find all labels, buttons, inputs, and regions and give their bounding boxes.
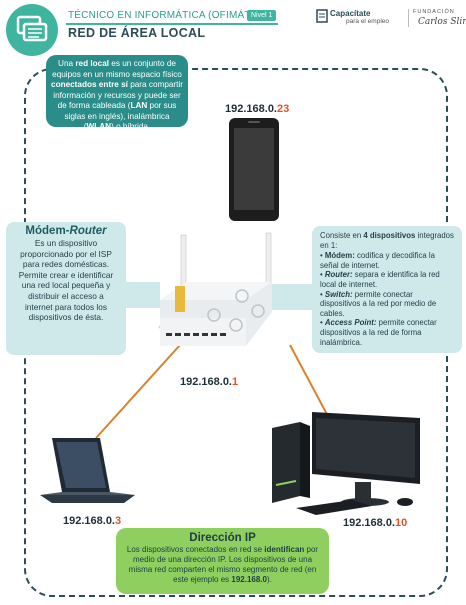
laptop-ip-label: 192.168.0.3 [63, 515, 122, 527]
computer-icon [16, 15, 48, 42]
brand-name: Capacítate [330, 9, 371, 18]
modem-box-connector [126, 282, 160, 308]
title-divider [66, 23, 278, 25]
modem-router-box: Módem-Router Es un dispositivo proporcio… [6, 222, 126, 355]
brand-separator [408, 9, 409, 27]
smartphone-icon [229, 118, 279, 221]
components-box-connector [272, 284, 312, 310]
desktop-computer-icon [272, 412, 420, 515]
course-logo [6, 4, 58, 56]
level-badge: Nivel 1 [247, 10, 277, 21]
modem-router-title: Módem-Router [25, 225, 107, 237]
brand-subtitle: para el empleo [346, 18, 389, 25]
component-item: • Módem: codifica y decodifica la señal … [320, 251, 435, 270]
component-item: • Router: separa e identifica la red loc… [320, 270, 440, 289]
brand-icon [316, 9, 328, 28]
desktop-ip-label: 192.168.0.10 [343, 517, 408, 529]
link-laptop [95, 344, 181, 439]
page-title: RED DE ÁREA LOCAL [68, 26, 206, 40]
link-desktop [289, 344, 331, 421]
ip-address-title: Dirección IP [189, 532, 256, 544]
component-item: • Switch: permite conectar dispositivos … [320, 289, 437, 318]
modem-router-description: Es un dispositivo proporcionado por el I… [18, 238, 114, 323]
phone-ip-label: 192.168.0.23 [225, 103, 290, 115]
laptop-icon [40, 438, 135, 503]
lan-definition-box: Una red local es un conjunto de equipos … [46, 55, 188, 131]
component-item: • Access Point: permite conectar disposi… [320, 318, 437, 347]
components-intro: Consiste en 4 dispositivos integrados en… [320, 231, 454, 250]
router-components-box: Consiste en 4 dispositivos integrados en… [312, 226, 462, 353]
foundation-signature: Carlos Slim [418, 17, 466, 27]
router-ip-label: 192.168.0.1 [180, 376, 239, 388]
ip-address-box: Dirección IP Los dispositivos conectados… [116, 528, 329, 594]
foundation-label: FUNDACIÓN [413, 9, 455, 15]
ip-address-description: Los dispositivos conectados en red se id… [126, 545, 319, 584]
course-name: TÉCNICO EN INFORMÁTICA (OFIMÁTICA) [68, 10, 272, 21]
